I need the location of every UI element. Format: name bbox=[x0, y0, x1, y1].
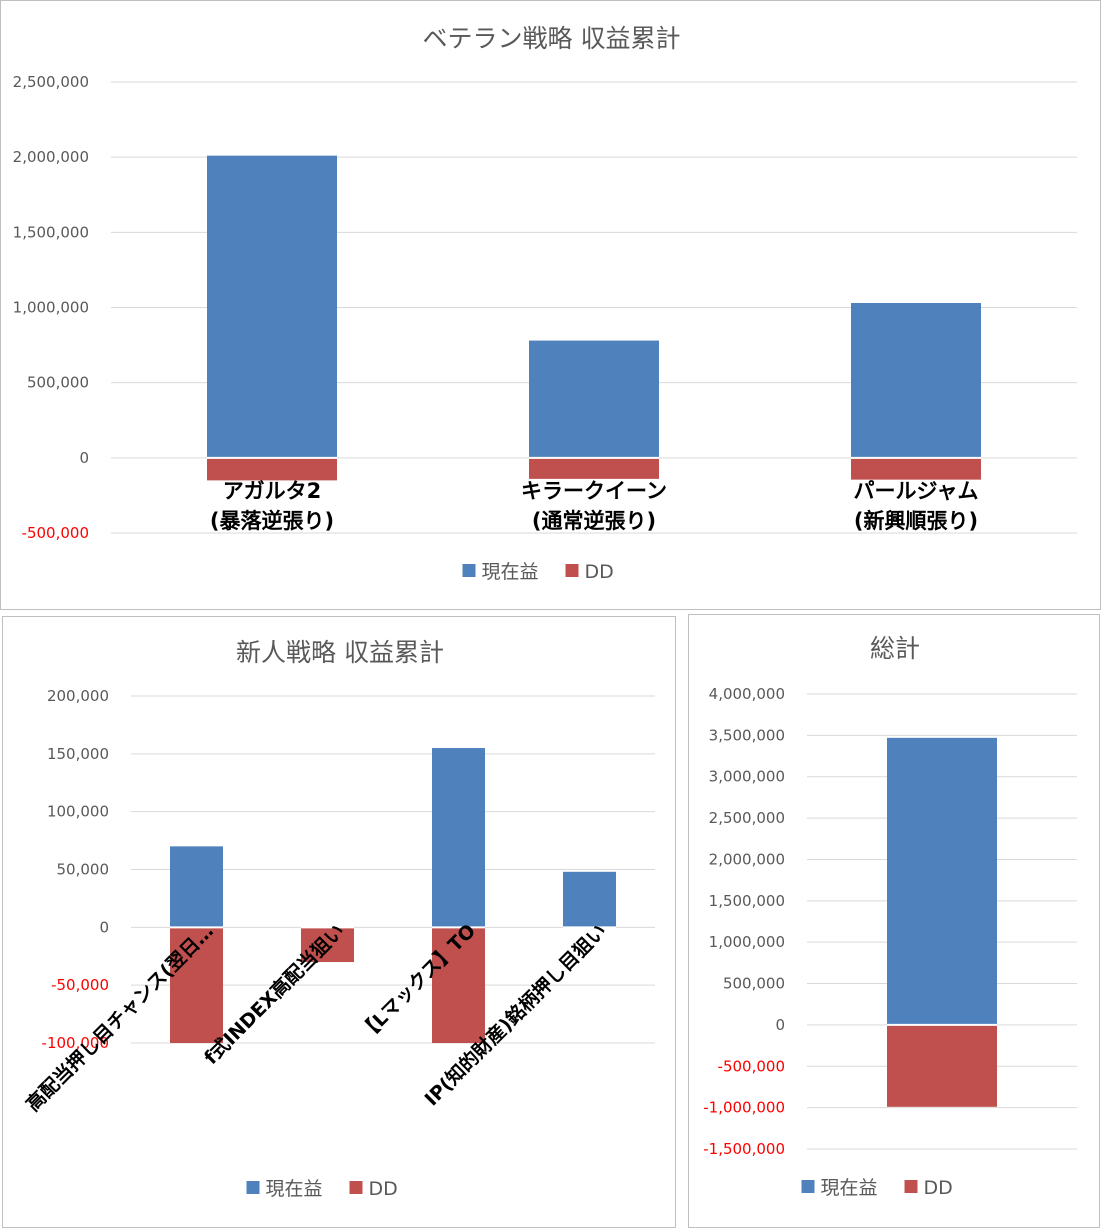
total-chart-panel: 総計 4,000,000 3,500,000 3,000,000 2,500,000 2,… bbox=[688, 614, 1100, 1228]
veteran-bar-profit bbox=[207, 155, 337, 458]
newbie-bar-dd bbox=[170, 927, 223, 1043]
legend-label: 現在益 bbox=[821, 1177, 878, 1199]
legend-swatch bbox=[462, 564, 476, 577]
legend-swatch bbox=[349, 1181, 363, 1194]
y-tick-label: 0 bbox=[99, 918, 109, 936]
category-label: (新興順張り) bbox=[854, 509, 978, 533]
total-chart: 総計 4,000,000 3,500,000 3,000,000 2,500,000 2,… bbox=[703, 634, 1077, 1199]
y-tick-label: 1,000,000 bbox=[709, 933, 785, 951]
legend-swatch bbox=[801, 1180, 815, 1193]
y-tick-label: -1,500,000 bbox=[703, 1140, 785, 1158]
y-tick-label: -100,000 bbox=[42, 1034, 109, 1052]
veteran-strategy-chart: ベテラン戦略 収益累計 2,500,000 2,000,000 1,500,000 1,… bbox=[13, 24, 1077, 583]
chart-title: 総計 bbox=[870, 634, 920, 663]
y-tick-label: -500,000 bbox=[718, 1057, 785, 1075]
category-label: パールジャム bbox=[854, 479, 979, 503]
total-bar-dd bbox=[887, 1024, 997, 1107]
veteran-bar-dd bbox=[207, 457, 337, 481]
newbie-bar-dd bbox=[301, 927, 354, 963]
veteran-bar-dd bbox=[851, 457, 981, 480]
y-tick-label: 2,500,000 bbox=[13, 73, 89, 91]
y-tick-label: 0 bbox=[79, 449, 89, 467]
legend: 現在益 DD bbox=[462, 561, 614, 583]
total-bar-profit bbox=[887, 737, 997, 1025]
category-label: キラークイーン bbox=[521, 479, 667, 503]
veteran-bar-profit bbox=[529, 340, 659, 458]
y-tick-label: 50,000 bbox=[57, 861, 110, 879]
y-tick-label: 2,000,000 bbox=[13, 148, 89, 166]
y-tick-label: -50,000 bbox=[51, 976, 109, 994]
y-tick-label: 1,000,000 bbox=[13, 299, 89, 317]
newbie-bar-dd bbox=[432, 927, 485, 1043]
chart-title: 新人戦略 収益累計 bbox=[236, 638, 444, 667]
legend-label: DD bbox=[369, 1178, 398, 1200]
y-tick-label: 500,000 bbox=[27, 374, 89, 392]
y-tick-label: -500,000 bbox=[22, 524, 89, 542]
y-tick-label: -1,000,000 bbox=[703, 1099, 785, 1117]
y-tick-label: 2,000,000 bbox=[709, 850, 785, 868]
legend: 現在益 DD bbox=[246, 1178, 398, 1200]
legend-label: DD bbox=[924, 1177, 953, 1199]
category-label: (暴落逆張り) bbox=[210, 509, 334, 533]
y-tick-label: 1,500,000 bbox=[709, 892, 785, 910]
y-tick-label: 500,000 bbox=[723, 975, 785, 993]
newbie-bar-profit bbox=[170, 846, 223, 928]
y-tick-label: 3,500,000 bbox=[709, 726, 785, 744]
legend-swatch bbox=[904, 1180, 918, 1193]
newbie-bar-profit bbox=[432, 748, 485, 928]
y-tick-label: 1,500,000 bbox=[13, 223, 89, 241]
y-tick-label: 200,000 bbox=[47, 687, 109, 705]
veteran-bar-dd bbox=[529, 457, 659, 479]
newbie-strategy-chart: 新人戦略 収益累計 200,000 150,000 100,000 50,000 0 -50… bbox=[21, 638, 655, 1200]
y-tick-label: 2,500,000 bbox=[709, 809, 785, 827]
newbie-bar-profit bbox=[563, 871, 616, 928]
veteran-bar-profit bbox=[851, 302, 981, 458]
y-tick-label: 3,000,000 bbox=[709, 768, 785, 786]
y-tick-label: 100,000 bbox=[47, 803, 109, 821]
y-tick-label: 150,000 bbox=[47, 745, 109, 763]
y-tick-label: 0 bbox=[775, 1016, 785, 1034]
y-tick-label: 4,000,000 bbox=[709, 685, 785, 703]
legend: 現在益 DD bbox=[801, 1177, 953, 1199]
newbie-strategy-chart-panel: 新人戦略 収益累計 200,000 150,000 100,000 50,000 0 -50… bbox=[2, 616, 676, 1228]
legend-label: DD bbox=[585, 561, 614, 583]
category-label: (通常逆張り) bbox=[532, 509, 656, 533]
legend-swatch bbox=[565, 564, 579, 577]
category-label: アガルタ2 bbox=[223, 479, 322, 503]
legend-label: 現在益 bbox=[482, 561, 539, 583]
veteran-strategy-chart-panel: ベテラン戦略 収益累計 2,500,000 2,000,000 1,500,000 1,… bbox=[0, 0, 1101, 610]
chart-title: ベテラン戦略 収益累計 bbox=[423, 24, 681, 53]
legend-swatch bbox=[246, 1181, 260, 1194]
legend-label: 現在益 bbox=[266, 1178, 323, 1200]
